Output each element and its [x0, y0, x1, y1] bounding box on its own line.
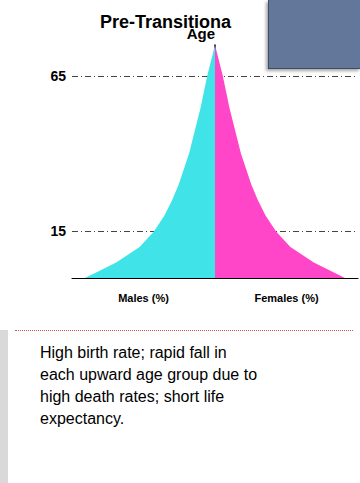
svg-text:Age: Age: [186, 25, 215, 42]
svg-text:65: 65: [50, 68, 66, 84]
svg-text:Males (%): Males (%): [118, 292, 169, 304]
svg-text:15: 15: [50, 223, 66, 239]
html-text:High birth rate; rapid fall in: High birth rate; rapid fall in each upwa…: [40, 344, 258, 427]
svg-text:Pre-Transitiona: Pre-Transitiona: [100, 12, 232, 32]
svg-text:Females (%): Females (%): [254, 292, 319, 304]
